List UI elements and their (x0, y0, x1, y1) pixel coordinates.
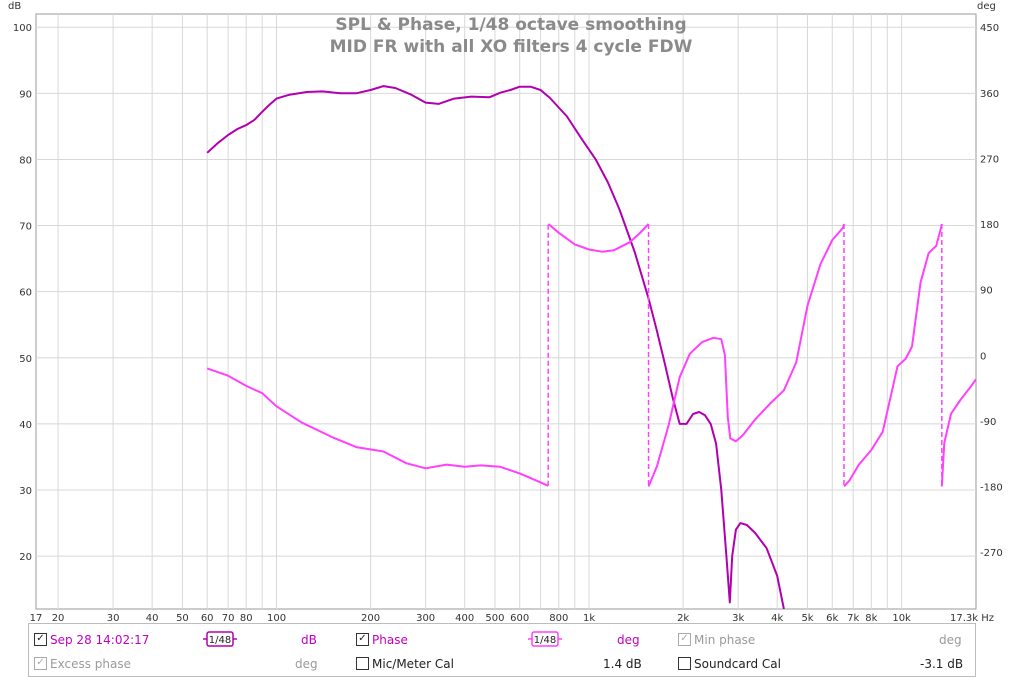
x-tick-label: 300 (416, 613, 435, 622)
phase-smoothing-text: 1/48 (534, 635, 556, 646)
x-tick-label: 100 (267, 613, 286, 622)
spl-line (206, 85, 785, 609)
phase-line (940, 378, 976, 487)
y-tick-label-right: 360 (980, 89, 999, 100)
micmeter-cal-value: 1.4 dB (603, 657, 642, 671)
x-tick-label: 70 (222, 613, 235, 622)
phase-unit: deg (617, 633, 640, 647)
y-tick-label-left: 80 (19, 155, 32, 166)
y-tick-label-right: 90 (980, 286, 993, 297)
right-axis-tick-labels: -270 -180 -90 0 90 180 270 360 450 (980, 23, 1003, 559)
y-tick-label-left: 40 (19, 420, 32, 431)
micmeter-cal-checkbox[interactable] (356, 657, 369, 670)
y-tick-label-left: 90 (19, 89, 32, 100)
x-tick-label: 30 (107, 613, 120, 622)
excess-phase-label: Excess phase (50, 657, 131, 671)
soundcard-cal-checkbox[interactable] (678, 657, 691, 670)
x-tick-label: 2k (677, 613, 689, 622)
x-tick-label: 600 (510, 613, 529, 622)
x-tick-label: 17.3k Hz (950, 613, 994, 622)
measurement-smoothing-text: 1/48 (209, 635, 231, 646)
y-tick-label-right: 0 (980, 351, 986, 362)
chart-subtitle: MID FR with all XO filters 4 cycle FDW (330, 37, 693, 57)
x-tick-label: 7k (847, 613, 859, 622)
y-tick-label-left: 60 (19, 288, 32, 299)
series-group (206, 85, 976, 609)
y-tick-label-left: 70 (19, 222, 32, 233)
x-tick-label: 4k (771, 613, 783, 622)
chart: 17 20 30 40 50 60 70 80 100 200 300 400 500 600 800 1k 2… (8, 1, 1003, 622)
excess-phase-checkbox[interactable]: ✓ (34, 657, 47, 670)
measurement-smoothing-control[interactable]: 1/48 (203, 631, 237, 647)
chart-title: SPL & Phase, 1/48 octave smoothing (335, 15, 686, 35)
x-tick-label: 500 (485, 613, 504, 622)
measurement-unit: dB (301, 633, 317, 647)
legend-panel: ✓ Sep 28 14:02:17 1/48 dB ✓ Phase 1/48 d… (28, 623, 976, 677)
y-tick-label-left: 50 (19, 354, 32, 365)
y-tick-label-right: 450 (980, 23, 999, 34)
x-tick-label: 17 (30, 613, 43, 622)
spl-series (206, 85, 785, 609)
phase-line (843, 223, 943, 488)
soundcard-cal-label: Soundcard Cal (694, 657, 781, 671)
phase-label: Phase (372, 633, 408, 647)
y-tick-label-right: -90 (980, 417, 996, 428)
phase-series (206, 223, 976, 488)
y-tick-label-left: 100 (13, 23, 32, 34)
x-tick-label: 5k (801, 613, 813, 622)
y-tick-label-right: -270 (980, 548, 1003, 559)
x-tick-label: 1k (583, 613, 595, 622)
soundcard-cal-value: -3.1 dB (920, 657, 964, 671)
measurement-label: Sep 28 14:02:17 (50, 633, 150, 647)
x-tick-label: 6k (826, 613, 838, 622)
x-tick-label: 60 (201, 613, 214, 622)
measurement-checkbox[interactable]: ✓ (34, 633, 47, 646)
phase-line (647, 223, 845, 487)
x-tick-label: 3k (732, 613, 744, 622)
y-tick-label-right: 270 (980, 154, 999, 165)
x-tick-label: 80 (240, 613, 253, 622)
excess-phase-unit: deg (295, 657, 318, 671)
y-tick-label-right: -180 (980, 483, 1003, 494)
y-tick-label-right: 180 (980, 220, 999, 231)
x-tick-label: 400 (455, 613, 474, 622)
phase-checkbox[interactable]: ✓ (356, 633, 369, 646)
y-tick-label-left: 30 (19, 486, 32, 497)
phase-line (547, 223, 650, 253)
left-axis-unit: dB (8, 1, 21, 12)
minphase-unit: deg (939, 633, 962, 647)
left-axis-tick-labels: 20 30 40 50 60 70 80 90 100 (13, 23, 32, 563)
x-tick-label: 20 (52, 613, 65, 622)
plot-area (35, 13, 977, 610)
phase-smoothing-control[interactable]: 1/48 (528, 631, 562, 647)
x-tick-label: 10k (892, 613, 911, 622)
minphase-label: Min phase (694, 633, 756, 647)
right-axis-unit: deg (977, 1, 996, 12)
micmeter-cal-label: Mic/Meter Cal (372, 657, 454, 671)
minphase-checkbox[interactable]: ✓ (678, 633, 691, 646)
y-tick-label-left: 20 (19, 552, 32, 563)
x-tick-label: 40 (146, 613, 159, 622)
x-tick-label: 200 (361, 613, 380, 622)
x-tick-label: 8k (865, 613, 877, 622)
x-tick-label: 800 (549, 613, 568, 622)
grid-lines (36, 14, 976, 609)
x-tick-label: 50 (176, 613, 189, 622)
phase-line (206, 367, 549, 487)
x-tick-labels: 17 20 30 40 50 60 70 80 100 200 300 400 500 600 800 1k 2… (30, 613, 994, 622)
